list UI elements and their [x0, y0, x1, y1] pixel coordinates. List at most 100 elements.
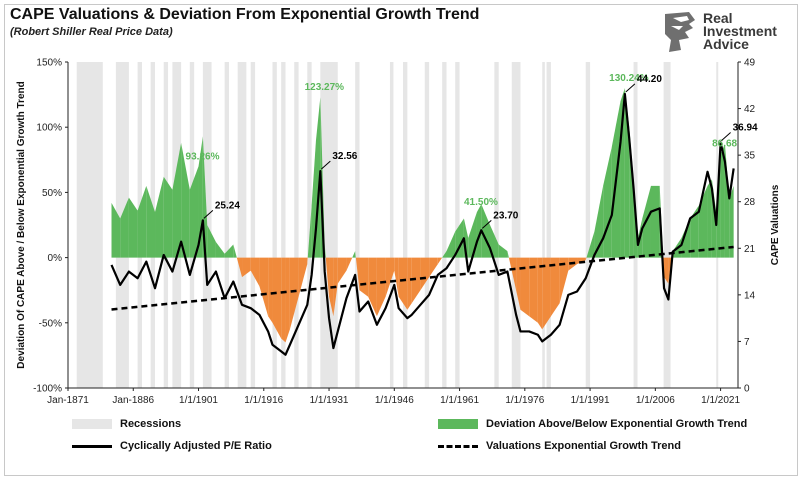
x-tick-label: 1/1/1901: [179, 395, 218, 406]
deviation-area-negative: [268, 257, 273, 323]
trend-line: [111, 245, 734, 311]
x-tick-label: Jan-1871: [47, 395, 89, 406]
y-right-tick-label: 49: [744, 58, 756, 69]
chart-subtitle: (Robert Shiller Real Price Data): [10, 26, 173, 38]
recession-band: [494, 62, 499, 388]
deviation-area-negative: [585, 257, 587, 261]
deviation-area-positive: [163, 176, 173, 258]
deviation-area-positive: [172, 142, 182, 258]
deviation-area-positive: [215, 241, 225, 258]
deviation-area-positive: [603, 146, 612, 258]
deviation-area-positive: [490, 225, 499, 258]
deviation-area-negative: [346, 257, 353, 271]
recession-band: [542, 62, 545, 388]
deviation-area-negative: [368, 257, 377, 317]
deviation-area-positive: [468, 211, 477, 258]
annotation-label: 130.24%: [609, 73, 649, 84]
chart-title: CAPE Valuations & Deviation From Exponen…: [10, 6, 480, 23]
annotation-leader: [625, 83, 636, 93]
deviation-area-positive: [476, 204, 482, 258]
deviation-area-negative: [355, 257, 360, 291]
legend-swatch-recessions: [72, 419, 112, 429]
legend: Recessions Deviation Above/Below Exponen…: [72, 418, 772, 462]
deviation-area-positive: [355, 251, 356, 258]
deviation-area-positive: [111, 202, 121, 258]
deviation-area-positive: [146, 185, 156, 258]
recession-band: [546, 62, 551, 388]
x-tick-label: 1/1/1916: [244, 395, 283, 406]
deviation-area-negative: [250, 257, 260, 287]
legend-label-cape: Cyclically Adjusted P/E Ratio: [120, 440, 272, 452]
annotation-leader: [321, 160, 331, 170]
x-tick-label: 1/1/1991: [571, 395, 610, 406]
brand-logo: Real Investment Advice: [655, 10, 795, 54]
annotation-leader: [203, 209, 214, 219]
recession-band: [403, 62, 408, 388]
logo-line-3: Advice: [703, 36, 749, 52]
deviation-area-negative: [664, 257, 669, 284]
annotation-label: 93.26%: [186, 151, 220, 162]
recession-band: [224, 62, 229, 388]
recession-band: [424, 62, 430, 388]
deviation-area-negative: [325, 257, 330, 297]
legend-item-deviation: Deviation Above/Below Exponential Growth…: [438, 418, 747, 430]
deviation-area-negative: [537, 257, 543, 330]
annotation-label: 36.94: [733, 123, 758, 134]
deviation-area-positive: [729, 185, 734, 258]
deviation-area-negative: [529, 257, 538, 323]
deviation-area-negative: [411, 257, 421, 304]
y-left-tick-label: 100%: [36, 123, 62, 134]
deviation-area-positive: [120, 197, 129, 258]
y-left-tick-label: 50%: [42, 188, 62, 199]
deviation-area-negative: [398, 257, 408, 310]
deviation-area-positive: [650, 185, 660, 258]
y-right-tick-label: 7: [744, 337, 750, 348]
annotation-leader: [481, 219, 492, 229]
deviation-area-negative: [407, 257, 412, 310]
legend-item-cape: Cyclically Adjusted P/E Ratio: [72, 440, 272, 452]
annotation-label: 25.24: [215, 200, 240, 211]
deviation-area-negative: [429, 257, 438, 278]
recession-band: [442, 62, 447, 388]
deviation-area-positive: [707, 179, 712, 258]
annotation-label: 41.50%: [464, 197, 498, 208]
deviation-area-positive: [307, 205, 312, 258]
deviation-area-negative: [420, 257, 430, 291]
eagle-head-icon: [665, 12, 695, 52]
y-left-tick-label: -50%: [39, 318, 62, 329]
recession-band: [389, 62, 394, 388]
deviation-area-positive: [207, 225, 216, 258]
deviation-area-positive: [507, 251, 509, 258]
recession-band: [281, 62, 286, 388]
y-left-tick-label: -100%: [33, 384, 62, 395]
y-axis-left-title: Deviation Of CAPE Above / Below Exponent…: [16, 81, 27, 368]
deviation-area-negative: [289, 257, 299, 330]
annotation-label: 23.70: [493, 210, 518, 221]
deviation-area-negative: [437, 257, 443, 265]
annotation-label: 32.56: [332, 151, 357, 162]
deviation-area-negative: [394, 257, 399, 297]
deviation-area-positive: [720, 144, 725, 258]
x-tick-label: 1/1/1976: [505, 395, 544, 406]
x-tick-label: 1/1/2021: [701, 395, 740, 406]
deviation-area-negative: [516, 257, 521, 310]
logo-line-2: Investment: [703, 23, 777, 39]
deviation-area-positive: [446, 231, 456, 258]
y-left-tick-label: 0%: [48, 253, 63, 264]
deviation-area-positive: [128, 197, 138, 258]
annotation-label: 86.68: [712, 138, 737, 149]
y-axis-right-title: CAPE Valuations: [770, 184, 781, 265]
deviation-area-negative: [359, 257, 369, 297]
recession-band: [307, 62, 312, 388]
annotation-label: 44.20: [637, 74, 662, 85]
recession-band: [76, 62, 103, 388]
y-right-tick-label: 21: [744, 244, 756, 255]
x-tick-label: 1/1/1961: [440, 395, 479, 406]
recession-band: [250, 62, 256, 388]
recession-band: [455, 62, 460, 388]
deviation-area-positive: [586, 231, 595, 258]
x-tick-label: 1/1/1946: [375, 395, 414, 406]
x-tick-label: 1/1/1931: [310, 395, 349, 406]
deviation-area-negative: [242, 257, 251, 278]
